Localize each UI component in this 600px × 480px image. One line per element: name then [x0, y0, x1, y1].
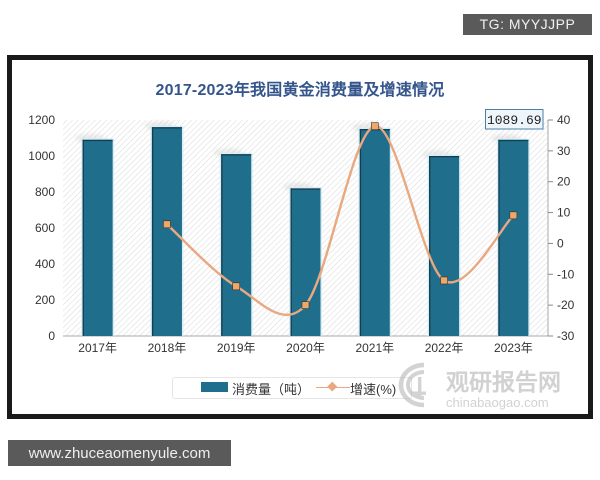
svg-text:0: 0	[557, 236, 564, 250]
svg-text:400: 400	[35, 257, 55, 271]
svg-text:2023年: 2023年	[494, 341, 533, 355]
svg-text:2022年: 2022年	[425, 341, 464, 355]
svg-text:-30: -30	[557, 329, 575, 343]
svg-text:40: 40	[557, 113, 571, 127]
svg-text:0: 0	[48, 329, 55, 343]
svg-text:20: 20	[557, 175, 571, 189]
svg-text:1000: 1000	[28, 149, 55, 163]
svg-text:2018年: 2018年	[148, 341, 187, 355]
svg-text:2020年: 2020年	[286, 341, 325, 355]
svg-text:2019年: 2019年	[217, 341, 256, 355]
svg-text:10: 10	[557, 206, 571, 220]
svg-text:1089.69: 1089.69	[487, 113, 542, 128]
svg-text:-10: -10	[557, 267, 575, 281]
svg-text:-20: -20	[557, 298, 575, 312]
svg-text:600: 600	[35, 221, 55, 235]
svg-text:30: 30	[557, 144, 571, 158]
svg-text:1200: 1200	[28, 113, 55, 127]
svg-text:800: 800	[35, 185, 55, 199]
svg-text:2017年: 2017年	[78, 341, 117, 355]
svg-text:200: 200	[35, 293, 55, 307]
svg-text:2021年: 2021年	[355, 341, 394, 355]
